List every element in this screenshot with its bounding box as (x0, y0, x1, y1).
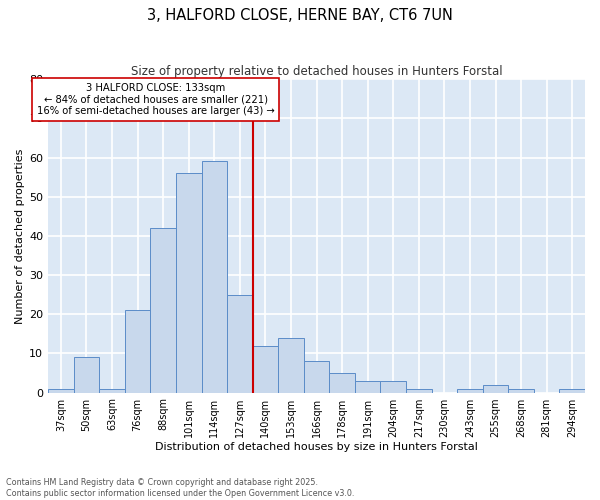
Bar (48, 388, 74, 392)
Bar (74, 358, 99, 392)
Text: 3, HALFORD CLOSE, HERNE BAY, CT6 7UN: 3, HALFORD CLOSE, HERNE BAY, CT6 7UN (147, 8, 453, 22)
X-axis label: Distribution of detached houses by size in Hunters Forstal: Distribution of detached houses by size … (155, 442, 478, 452)
Bar (125, 310, 151, 392)
Bar (99, 388, 125, 392)
Bar (355, 381, 380, 392)
Bar (151, 228, 176, 392)
Bar (483, 384, 508, 392)
Bar (329, 373, 355, 392)
Bar (380, 381, 406, 392)
Bar (304, 361, 329, 392)
Bar (406, 388, 431, 392)
Bar (227, 294, 253, 392)
Bar (202, 162, 227, 392)
Bar (253, 346, 278, 393)
Bar (176, 173, 202, 392)
Text: Contains HM Land Registry data © Crown copyright and database right 2025.
Contai: Contains HM Land Registry data © Crown c… (6, 478, 355, 498)
Title: Size of property relative to detached houses in Hunters Forstal: Size of property relative to detached ho… (131, 65, 502, 78)
Bar (278, 338, 304, 392)
Text: 3 HALFORD CLOSE: 133sqm
← 84% of detached houses are smaller (221)
16% of semi-d: 3 HALFORD CLOSE: 133sqm ← 84% of detache… (37, 83, 274, 116)
Bar (457, 388, 483, 392)
Bar (508, 388, 534, 392)
Bar (559, 388, 585, 392)
Y-axis label: Number of detached properties: Number of detached properties (15, 148, 25, 324)
